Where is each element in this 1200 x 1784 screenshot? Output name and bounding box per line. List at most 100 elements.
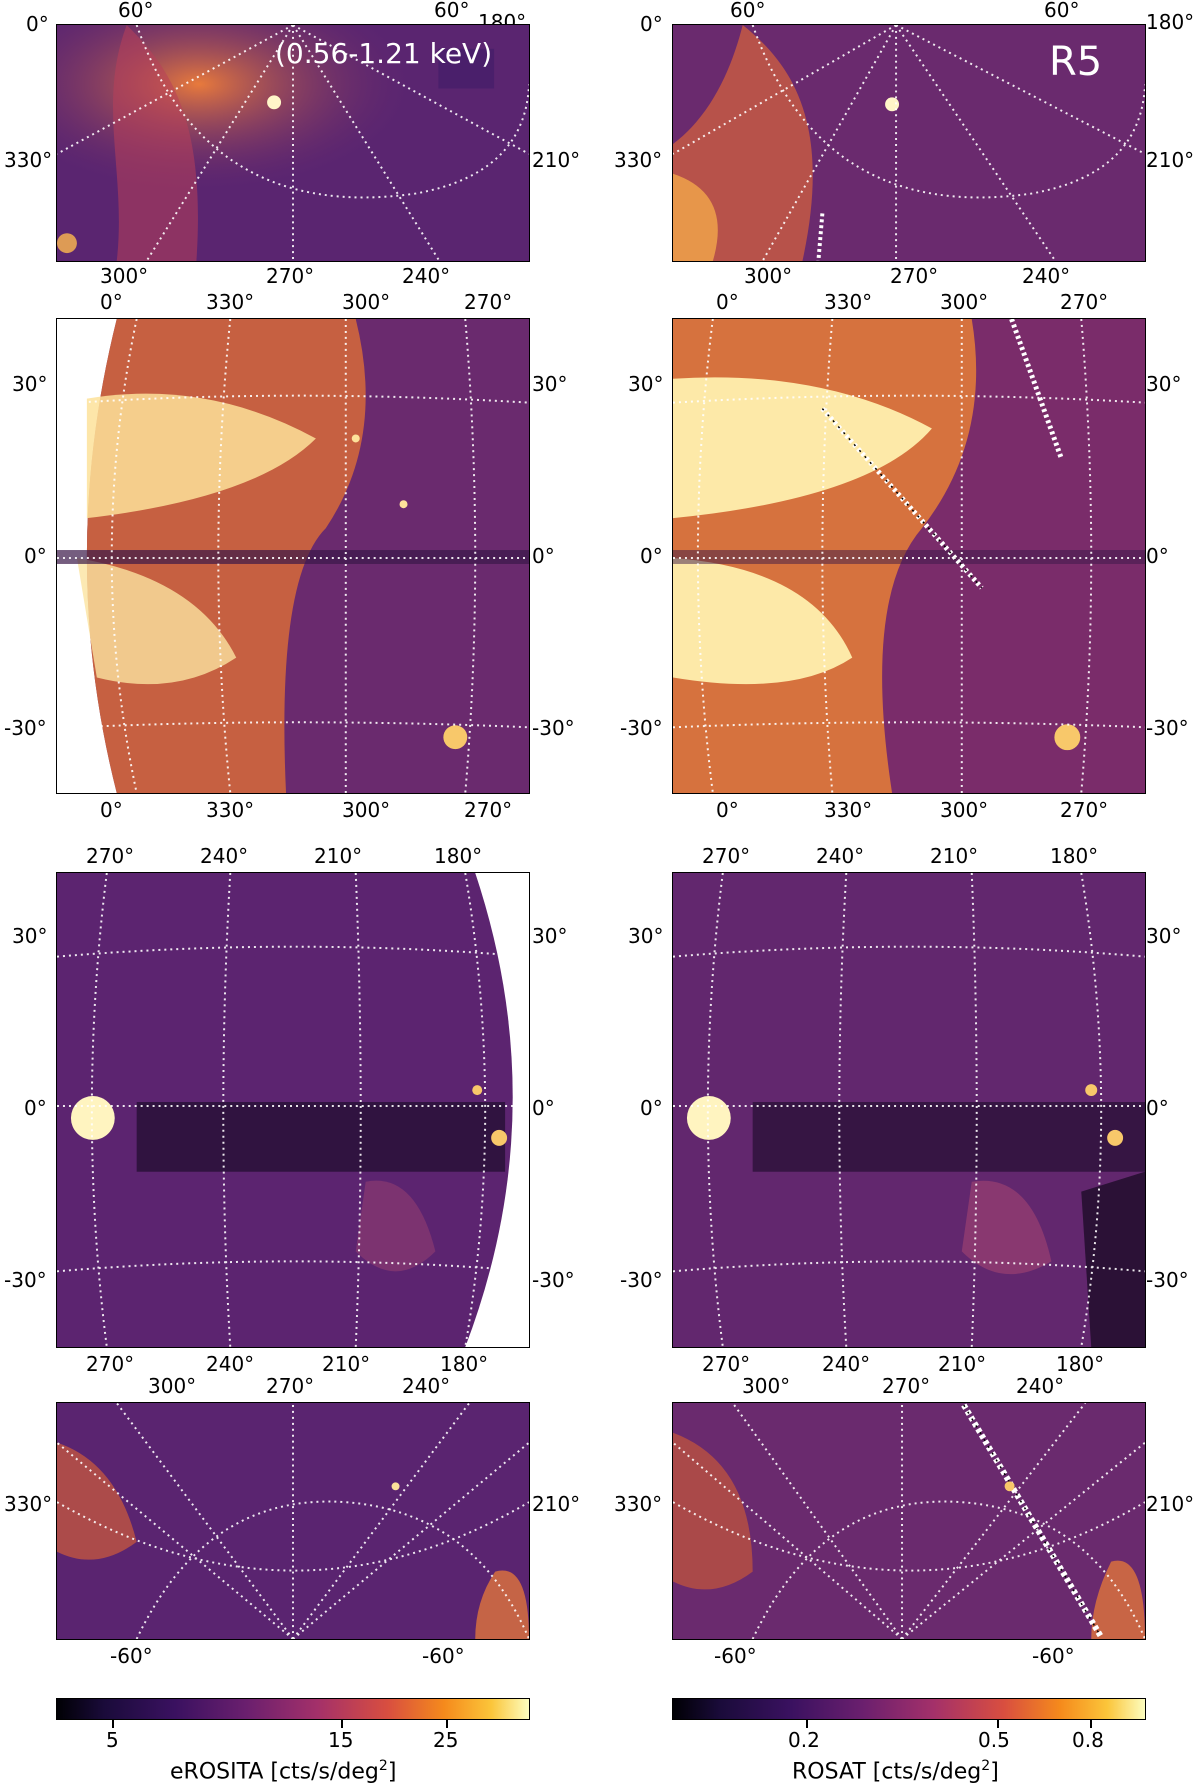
r2l-top-tick-2: 330°: [206, 290, 255, 314]
erosita-panel-galactic-center: [56, 318, 530, 794]
rosat-tick-label-1: 0.2: [788, 1728, 820, 1752]
erosita-panel-north-pole: (0.56-1.21 keV): [56, 24, 530, 262]
erosita-tick-label-1: 5: [106, 1728, 119, 1752]
r3r-left-tick-1: 30°: [628, 924, 664, 948]
r2r-bottom-tick-2: 330°: [824, 798, 873, 822]
sky-map-image: [673, 319, 1145, 793]
erosita-colorbar: [56, 1698, 530, 1720]
sky-map-image: [673, 1403, 1145, 1639]
tl-top-tick-1: 60°: [118, 0, 154, 22]
rosat-panel-south-pole: [672, 1402, 1146, 1640]
r3l-left-tick-2: 0°: [24, 1096, 47, 1120]
tl-bottom-tick-1: 300°: [100, 264, 149, 288]
r2r-right-tick-3: -30°: [1146, 716, 1189, 740]
erosita-tick-mark-3: [446, 1720, 448, 1728]
sky-map-image: [673, 25, 1145, 261]
erosita-title-text: eROSITA [cts/s/deg: [170, 1759, 379, 1784]
sky-map-image: [57, 873, 529, 1347]
r3r-right-tick-2: 0°: [1146, 1096, 1169, 1120]
r3l-top-tick-1: 270°: [86, 844, 135, 868]
tr-top-tick-1: 60°: [730, 0, 766, 22]
rosat-tick-mark-2: [997, 1720, 999, 1728]
erosita-tick-mark-1: [112, 1720, 114, 1728]
r2r-left-tick-2: 0°: [640, 544, 663, 568]
r3r-top-tick-3: 210°: [930, 844, 979, 868]
br-top-tick-2: 270°: [882, 1374, 931, 1398]
tr-right-tick-1: 210°: [1146, 148, 1195, 172]
r3l-bottom-tick-3: 210°: [322, 1352, 371, 1376]
r3l-top-tick-2: 240°: [200, 844, 249, 868]
bl-top-tick-2: 270°: [266, 1374, 315, 1398]
r2r-top-tick-4: 270°: [1060, 290, 1109, 314]
r3l-left-tick-1: 30°: [12, 924, 48, 948]
r3r-bottom-tick-1: 270°: [702, 1352, 751, 1376]
bl-bottom-tick-2: -60°: [422, 1644, 465, 1668]
r3r-top-tick-2: 240°: [816, 844, 865, 868]
r3l-right-tick-3: -30°: [532, 1268, 575, 1292]
r3r-right-tick-1: 30°: [1146, 924, 1182, 948]
r3l-left-tick-3: -30°: [4, 1268, 47, 1292]
r2l-left-tick-1: 30°: [12, 372, 48, 396]
tl-left-tick-1: 0°: [26, 12, 49, 36]
r3r-top-tick-1: 270°: [702, 844, 751, 868]
bl-top-tick-1: 300°: [148, 1374, 197, 1398]
sky-map-image: [673, 873, 1145, 1347]
rosat-title-text: ROSAT [cts/s/deg: [792, 1759, 982, 1784]
r2l-bottom-tick-2: 330°: [206, 798, 255, 822]
r3r-bottom-tick-4: 180°: [1056, 1352, 1105, 1376]
br-bottom-tick-2: -60°: [1032, 1644, 1075, 1668]
r3r-right-tick-3: -30°: [1146, 1268, 1189, 1292]
tr-bottom-tick-2: 270°: [890, 264, 939, 288]
r3l-bottom-tick-1: 270°: [86, 1352, 135, 1376]
sky-map-image: [57, 319, 529, 793]
r3l-top-tick-4: 180°: [434, 844, 483, 868]
r3r-top-tick-4: 180°: [1050, 844, 1099, 868]
r3r-left-tick-2: 0°: [640, 1096, 663, 1120]
sky-map-image: [57, 1403, 529, 1639]
br-right-tick-1: 210°: [1146, 1492, 1195, 1516]
erosita-panel-anticenter: [56, 872, 530, 1348]
r2l-bottom-tick-3: 300°: [342, 798, 391, 822]
br-left-tick-1: 330°: [614, 1492, 663, 1516]
rosat-panel-galactic-center: [672, 318, 1146, 794]
erosita-tick-label-3: 25: [433, 1728, 459, 1752]
r2r-left-tick-3: -30°: [620, 716, 663, 740]
r2l-left-tick-3: -30°: [4, 716, 47, 740]
rosat-tick-label-2: 0.5: [978, 1728, 1010, 1752]
r3l-bottom-tick-4: 180°: [440, 1352, 489, 1376]
rosat-panel-north-pole: R5: [672, 24, 1146, 262]
tr-bottom-tick-1: 300°: [744, 264, 793, 288]
region-label: R5: [1049, 39, 1103, 85]
r2r-bottom-tick-4: 270°: [1060, 798, 1109, 822]
erosita-title-end: ]: [387, 1759, 397, 1784]
r2l-right-tick-3: -30°: [532, 716, 575, 740]
erosita-panel-south-pole: [56, 1402, 530, 1640]
rosat-title-end: ]: [990, 1759, 999, 1784]
r2l-bottom-tick-1: 0°: [100, 798, 123, 822]
r3l-right-tick-2: 0°: [532, 1096, 555, 1120]
br-bottom-tick-1: -60°: [714, 1644, 757, 1668]
tr-top-tick-2: 60°: [1044, 0, 1080, 22]
r2r-bottom-tick-3: 300°: [940, 798, 989, 822]
r2l-top-tick-3: 300°: [342, 290, 391, 314]
tr-left-tick-1: 0°: [640, 12, 663, 36]
tl-bottom-tick-3: 240°: [402, 264, 451, 288]
r2l-top-tick-4: 270°: [464, 290, 513, 314]
br-top-tick-1: 300°: [742, 1374, 791, 1398]
erosita-colorbar-title: eROSITA [cts/s/deg2]: [170, 1758, 396, 1784]
tl-right-tick-1: 210°: [532, 148, 581, 172]
r3l-right-tick-1: 30°: [532, 924, 568, 948]
r3r-left-tick-3: -30°: [620, 1268, 663, 1292]
br-top-tick-3: 240°: [1016, 1374, 1065, 1398]
tr-top-tick-3: 180°: [1146, 10, 1195, 34]
rosat-tick-mark-3: [1090, 1720, 1092, 1728]
tl-bottom-tick-2: 270°: [266, 264, 315, 288]
bl-left-tick-1: 330°: [4, 1492, 53, 1516]
tl-left-tick-2: 330°: [4, 148, 53, 172]
r2l-left-tick-2: 0°: [24, 544, 47, 568]
r2r-top-tick-2: 330°: [824, 290, 873, 314]
rosat-tick-label-3: 0.8: [1072, 1728, 1104, 1752]
energy-band-label: (0.56-1.21 keV): [275, 37, 493, 70]
sky-map-image: [57, 25, 529, 261]
tr-bottom-tick-3: 240°: [1022, 264, 1071, 288]
